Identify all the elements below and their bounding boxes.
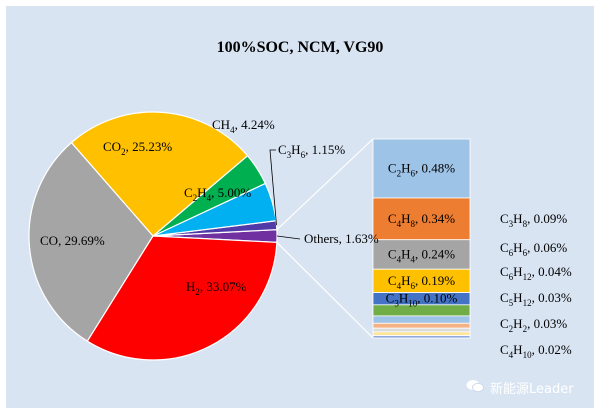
bar-label-c-h: C2H2, 0.03% bbox=[500, 316, 567, 334]
others-bar-segment-c-h bbox=[372, 304, 471, 317]
pie-label-h: H2, 33.07% bbox=[186, 279, 247, 297]
bar-label-c-h: C2H6, 0.48% bbox=[388, 160, 455, 178]
bar-label-c-h: C4H6, 0.19% bbox=[388, 273, 455, 291]
pie-label-co: CO, 29.69% bbox=[40, 233, 105, 248]
pie-label-c-h: C3H6, 1.15% bbox=[278, 142, 345, 160]
bar-label-c-h: C6H12, 0.04% bbox=[500, 264, 572, 282]
bar-label-c-h: C4H10, 0.02% bbox=[500, 342, 572, 360]
pie-label-others: Others, 1.63% bbox=[304, 231, 379, 246]
bar-label-c-h: C4H8, 0.34% bbox=[388, 211, 455, 229]
others-bar-segment-c-h bbox=[372, 322, 471, 329]
chart-title: 100%SOC, NCM, VG90 bbox=[217, 39, 384, 56]
pie-slice-co bbox=[28, 141, 154, 343]
others-bar-segment-c-h bbox=[372, 197, 471, 241]
bar-label-c-h: C6H6, 0.06% bbox=[500, 240, 567, 258]
others-bar-segment-c-h bbox=[372, 315, 471, 324]
others-bar-segment-c-h bbox=[372, 335, 471, 339]
pie-label-c-h: C2H4, 5.00% bbox=[184, 185, 251, 203]
others-bar-segment-c-h bbox=[372, 331, 471, 336]
leader-line-others bbox=[276, 235, 301, 240]
bar-label-c-h: C4H4, 0.24% bbox=[388, 246, 455, 264]
pie-slice-h bbox=[86, 235, 278, 361]
connector-line-top bbox=[276, 138, 374, 231]
bar-label-c-h: C3H8, 0.09% bbox=[500, 211, 567, 229]
others-bar-segment-c-h bbox=[372, 327, 471, 333]
bar-label-c-h: C5H12, 0.03% bbox=[500, 290, 572, 308]
pie-label-ch: CH4, 4.24% bbox=[212, 117, 275, 135]
others-bar-segment-c-h bbox=[372, 239, 471, 270]
wechat-icon bbox=[466, 380, 484, 393]
connector-line-bottom bbox=[276, 241, 374, 339]
leader-line-c3h6 bbox=[269, 149, 277, 226]
others-bar-segment-c-h bbox=[372, 138, 471, 199]
pie-label-co: CO2, 25.23% bbox=[103, 139, 172, 157]
watermark: 新能源Leader bbox=[490, 382, 574, 397]
pie-slice-co bbox=[70, 111, 249, 237]
bar-label-c-h: C3H10, 0.10% bbox=[386, 291, 458, 309]
